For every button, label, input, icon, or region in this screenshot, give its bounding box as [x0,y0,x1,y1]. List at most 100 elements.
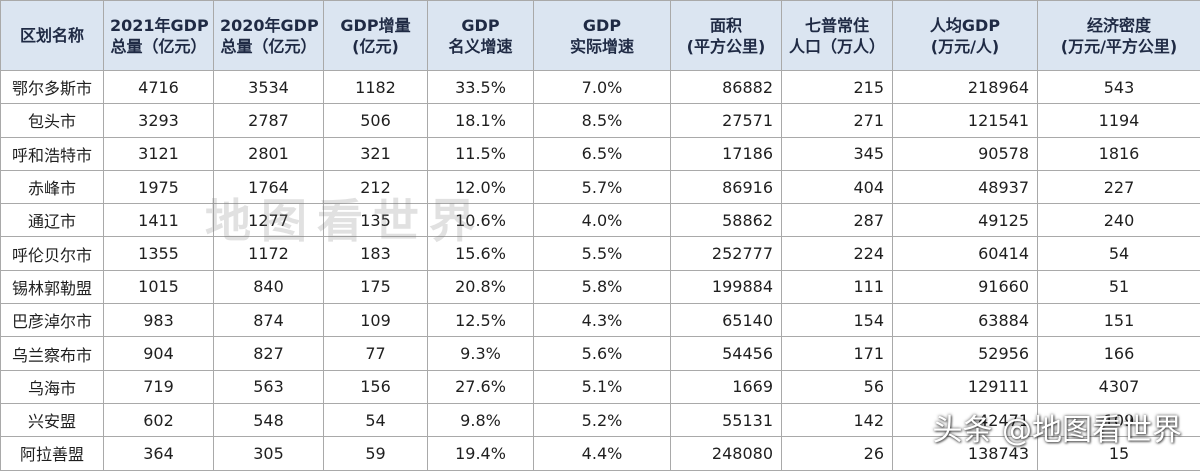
column-header-line1: 人均GDP [899,15,1031,36]
table-cell: 171 [782,337,893,370]
table-cell: 5.2% [534,403,671,436]
table-cell: 20.8% [428,270,534,303]
table-cell: 77 [324,337,428,370]
table-cell: 91660 [893,270,1038,303]
region-name-cell: 乌海市 [1,370,104,403]
table-cell: 506 [324,104,428,137]
table-cell: 548 [214,403,324,436]
column-header: 经济密度(万元/平方公里) [1038,1,1200,71]
table-cell: 287 [782,204,893,237]
region-name-cell: 鄂尔多斯市 [1,71,104,104]
table-cell: 874 [214,304,324,337]
table-cell: 33.5% [428,71,534,104]
region-name-cell: 巴彦淖尔市 [1,304,104,337]
table-cell: 42471 [893,403,1038,436]
table-cell: 90578 [893,137,1038,170]
table-cell: 63884 [893,304,1038,337]
table-cell: 51 [1038,270,1200,303]
table-cell: 321 [324,137,428,170]
table-cell: 227 [1038,170,1200,203]
region-name-cell: 赤峰市 [1,170,104,203]
column-header: 人均GDP(万元/人) [893,1,1038,71]
table-cell: 1764 [214,170,324,203]
table-cell: 27571 [671,104,782,137]
table-cell: 135 [324,204,428,237]
table-cell: 5.1% [534,370,671,403]
region-name-cell: 锡林郭勒盟 [1,270,104,303]
table-cell: 5.7% [534,170,671,203]
column-header-line2: (亿元) [330,36,421,57]
table-cell: 305 [214,437,324,470]
table-cell: 15 [1038,437,1200,470]
table-cell: 138743 [893,437,1038,470]
table-cell: 904 [104,337,214,370]
table-cell: 58862 [671,204,782,237]
table-cell: 166 [1038,337,1200,370]
table-cell: 4.4% [534,437,671,470]
table-cell: 142 [782,403,893,436]
table-cell: 345 [782,137,893,170]
table-cell: 1277 [214,204,324,237]
column-header: 区划名称 [1,1,104,71]
table-cell: 1816 [1038,137,1200,170]
table-cell: 56 [782,370,893,403]
table-cell: 55131 [671,403,782,436]
table-cell: 5.5% [534,237,671,270]
table-cell: 18.1% [428,104,534,137]
table-cell: 252777 [671,237,782,270]
table-cell: 12.0% [428,170,534,203]
table-cell: 983 [104,304,214,337]
column-header-line2: (万元/平方公里) [1044,36,1194,57]
column-header: GDP增量(亿元) [324,1,428,71]
table-cell: 109 [1038,403,1200,436]
table-cell: 129111 [893,370,1038,403]
table-cell: 54 [1038,237,1200,270]
column-header-line2: 实际增速 [540,36,664,57]
column-header-line1: GDP增量 [330,15,421,36]
table-cell: 2801 [214,137,324,170]
table-cell: 59 [324,437,428,470]
table-cell: 215 [782,71,893,104]
table-cell: 1975 [104,170,214,203]
table-cell: 156 [324,370,428,403]
table-cell: 248080 [671,437,782,470]
table-cell: 1172 [214,237,324,270]
table-cell: 1182 [324,71,428,104]
table-cell: 10.6% [428,204,534,237]
table-cell: 827 [214,337,324,370]
table-cell: 15.6% [428,237,534,270]
table-cell: 4.0% [534,204,671,237]
table-cell: 4716 [104,71,214,104]
table-cell: 199884 [671,270,782,303]
table-cell: 11.5% [428,137,534,170]
table-cell: 154 [782,304,893,337]
table-cell: 48937 [893,170,1038,203]
column-header-line1: 经济密度 [1044,15,1194,36]
table-cell: 26 [782,437,893,470]
table-cell: 240 [1038,204,1200,237]
table-cell: 364 [104,437,214,470]
table-cell: 8.5% [534,104,671,137]
table-cell: 1411 [104,204,214,237]
table-cell: 121541 [893,104,1038,137]
table-cell: 54 [324,403,428,436]
table-cell: 404 [782,170,893,203]
table-cell: 54456 [671,337,782,370]
region-name-cell: 包头市 [1,104,104,137]
table-cell: 4.3% [534,304,671,337]
table-cell: 27.6% [428,370,534,403]
